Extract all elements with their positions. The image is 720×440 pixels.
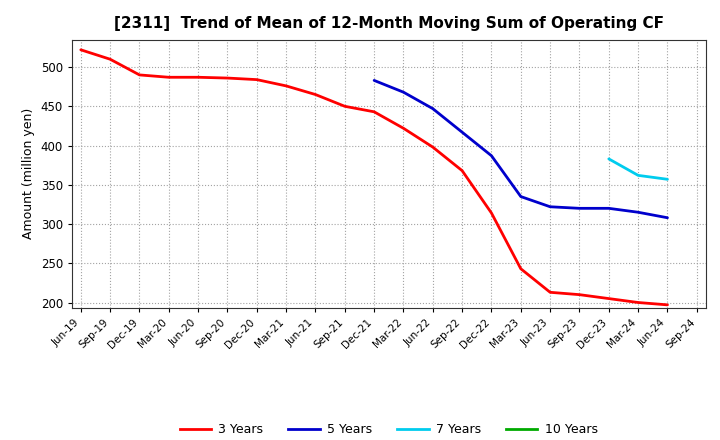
Title: [2311]  Trend of Mean of 12-Month Moving Sum of Operating CF: [2311] Trend of Mean of 12-Month Moving …	[114, 16, 664, 32]
Legend: 3 Years, 5 Years, 7 Years, 10 Years: 3 Years, 5 Years, 7 Years, 10 Years	[175, 418, 603, 440]
Y-axis label: Amount (million yen): Amount (million yen)	[22, 108, 35, 239]
